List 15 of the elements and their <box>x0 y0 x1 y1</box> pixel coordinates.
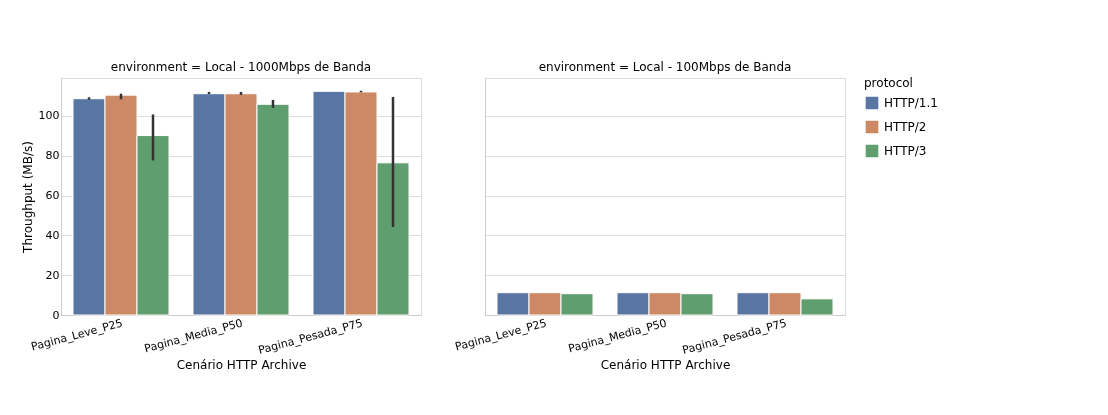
y-tick-label: 80 <box>45 149 60 163</box>
y-tick-label: 60 <box>45 189 60 202</box>
legend-label: HTTP/1.1 <box>884 96 938 110</box>
x-axis-title: Cenário HTTP Archive <box>176 357 307 372</box>
legend-label: HTTP/3 <box>884 144 927 158</box>
chart-title: environment = Local - 1000Mbps de Banda <box>110 60 372 74</box>
y-tick-label: 20 <box>45 268 60 282</box>
legend-label: HTTP/2 <box>884 120 927 134</box>
y-tick-label: 100 <box>38 109 60 123</box>
x-axis-title: Cenário HTTP Archive <box>600 357 731 372</box>
chart-title: environment = Local - 100Mbps de Banda <box>538 60 792 74</box>
y-tick-label: 40 <box>45 228 60 242</box>
y-tick-label: 0 <box>52 308 60 322</box>
y-axis-title: Throughput (MB/s) <box>20 141 35 254</box>
legend-title: protocol <box>864 76 913 90</box>
